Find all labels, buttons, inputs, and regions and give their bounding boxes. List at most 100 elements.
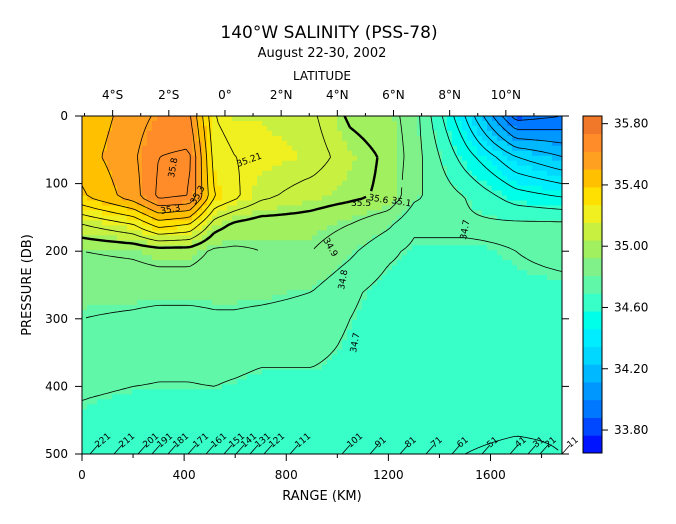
salinity-cell (432, 250, 438, 256)
salinity-cell (112, 170, 118, 177)
salinity-cell (412, 379, 418, 386)
salinity-cell (207, 270, 213, 276)
salinity-cell (252, 334, 258, 341)
salinity-cell (267, 354, 273, 361)
salinity-cell (247, 120, 253, 127)
salinity-cell (297, 304, 303, 311)
salinity-cell (392, 349, 398, 356)
salinity-cell (357, 394, 363, 400)
salinity-cell (167, 384, 173, 390)
salinity-cell (177, 314, 183, 321)
salinity-cell (357, 324, 363, 331)
salinity-cell (352, 150, 358, 157)
salinity-cell (262, 299, 268, 306)
salinity-cell (202, 424, 208, 430)
salinity-cell (357, 309, 363, 316)
salinity-cell (207, 160, 213, 167)
salinity-cell (152, 439, 158, 445)
salinity-cell (127, 364, 133, 371)
salinity-cell (387, 394, 393, 400)
salinity-cell (112, 195, 118, 202)
salinity-cell (437, 175, 443, 182)
salinity-cell (362, 289, 368, 296)
salinity-cell (102, 324, 108, 331)
salinity-cell (157, 369, 163, 376)
salinity-cell (387, 399, 393, 405)
salinity-cell (347, 150, 353, 157)
salinity-cell (147, 205, 153, 212)
salinity-cell (282, 314, 288, 321)
salinity-cell (297, 444, 303, 450)
salinity-cell (227, 319, 233, 326)
salinity-cell (187, 289, 193, 296)
salinity-cell (262, 280, 268, 286)
salinity-cell (332, 280, 338, 286)
salinity-cell (367, 314, 373, 321)
salinity-cell (362, 160, 368, 167)
salinity-cell (372, 369, 378, 376)
salinity-cell (197, 125, 203, 132)
salinity-cell (232, 240, 238, 246)
salinity-cell (297, 120, 303, 127)
salinity-cell (117, 116, 123, 122)
salinity-cell (232, 389, 238, 395)
salinity-cell (107, 329, 113, 336)
salinity-cell (392, 135, 398, 142)
salinity-cell (357, 399, 363, 405)
salinity-cell (307, 304, 313, 311)
salinity-cell (367, 319, 373, 326)
salinity-cell (167, 334, 173, 341)
salinity-cell (112, 116, 118, 122)
salinity-cell (427, 339, 433, 346)
salinity-cell (357, 294, 363, 301)
salinity-cell (127, 210, 133, 217)
salinity-cell (417, 329, 423, 336)
salinity-cell (352, 230, 358, 236)
salinity-cell (322, 389, 328, 395)
salinity-cell (232, 319, 238, 326)
salinity-cell (342, 289, 348, 296)
salinity-cell (372, 135, 378, 142)
salinity-cell (212, 120, 218, 127)
salinity-cell (307, 354, 313, 361)
salinity-cell (402, 190, 408, 197)
salinity-cell (412, 314, 418, 321)
salinity-cell (262, 255, 268, 261)
salinity-cell (357, 240, 363, 246)
salinity-cell (322, 309, 328, 316)
salinity-cell (397, 240, 403, 246)
salinity-cell (427, 145, 433, 152)
salinity-cell (252, 120, 258, 127)
salinity-cell (172, 260, 178, 266)
salinity-cell (442, 145, 448, 152)
salinity-cell (207, 240, 213, 246)
salinity-cell (92, 155, 98, 162)
salinity-cell (292, 429, 298, 435)
salinity-cell (427, 299, 433, 306)
salinity-cell (387, 235, 393, 241)
salinity-cell (212, 165, 218, 172)
salinity-cell (97, 374, 103, 381)
salinity-cell (327, 429, 333, 435)
salinity-cell (107, 160, 113, 167)
salinity-cell (267, 424, 273, 430)
salinity-cell (247, 155, 253, 162)
salinity-cell (217, 339, 223, 346)
salinity-cell (222, 220, 228, 226)
salinity-cell (447, 265, 453, 271)
salinity-cell (242, 225, 248, 231)
salinity-cell (437, 240, 443, 246)
salinity-cell (387, 255, 393, 261)
salinity-cell (347, 200, 353, 207)
salinity-cell (312, 439, 318, 445)
salinity-cell (347, 116, 353, 122)
salinity-cell (372, 444, 378, 450)
salinity-cell (112, 349, 118, 356)
salinity-cell (282, 434, 288, 440)
salinity-cell (422, 289, 428, 296)
salinity-cell (127, 289, 133, 296)
salinity-cell (82, 260, 88, 266)
salinity-cell (422, 145, 428, 152)
salinity-cell (362, 120, 368, 127)
salinity-cell (407, 130, 413, 137)
